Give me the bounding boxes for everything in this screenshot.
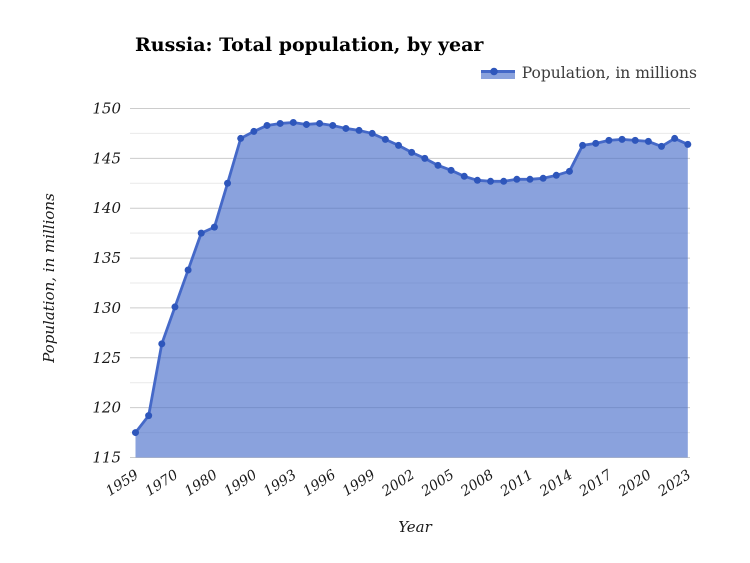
data-point-2010[interactable] (513, 175, 521, 183)
data-point-2007[interactable] (473, 176, 481, 184)
data-point-2020[interactable] (644, 137, 652, 145)
data-point-2019[interactable] (631, 136, 639, 144)
data-point-2005[interactable] (447, 166, 455, 174)
data-point-1994[interactable] (302, 120, 310, 128)
y-axis-title: Population, in millions (40, 193, 58, 363)
data-point-2001[interactable] (395, 141, 402, 149)
data-point-2012[interactable] (539, 174, 547, 182)
data-point-2023[interactable] (684, 140, 692, 148)
x-axis-title: Year (398, 518, 432, 536)
data-point-2021[interactable] (658, 142, 665, 150)
y-tick-label: 125 (92, 349, 121, 367)
data-point-1965[interactable] (158, 340, 166, 348)
x-tick-label: 1996 (300, 467, 339, 500)
data-point-2022[interactable] (671, 134, 679, 142)
data-point-2017[interactable] (605, 136, 613, 144)
data-point-1999[interactable] (368, 129, 376, 137)
legend-line-swatch (480, 70, 515, 73)
data-point-1960[interactable] (145, 412, 153, 420)
data-point-1995[interactable] (316, 119, 324, 127)
data-point-2013[interactable] (552, 171, 560, 179)
data-point-2016[interactable] (592, 139, 600, 147)
x-tick-label: 2008 (457, 467, 497, 500)
x-tick-label: 2014 (536, 467, 575, 500)
data-point-2015[interactable] (579, 141, 587, 149)
x-tick-label: 1970 (143, 467, 182, 500)
legend-label: Population, in millions (521, 64, 697, 82)
y-tick-label: 120 (92, 399, 121, 417)
data-point-2014[interactable] (565, 167, 573, 175)
data-point-1997[interactable] (342, 124, 350, 132)
area-fill (135, 122, 688, 458)
x-tick-label: 1980 (182, 467, 221, 500)
data-point-2006[interactable] (460, 172, 468, 180)
data-point-1980[interactable] (210, 223, 218, 231)
legend-area-swatch (480, 71, 515, 79)
data-point-2000[interactable] (381, 135, 389, 143)
x-tick-label: 2017 (576, 467, 616, 500)
data-point-2018[interactable] (618, 135, 626, 143)
x-tick-label: 2005 (418, 467, 458, 500)
x-tick-label: 2020 (615, 467, 655, 500)
y-tick-label: 140 (92, 199, 121, 217)
y-tick-label: 150 (92, 100, 121, 118)
data-point-1996[interactable] (329, 121, 337, 129)
x-tick-label: 1959 (103, 467, 142, 500)
data-point-2003[interactable] (421, 154, 429, 162)
data-point-2004[interactable] (434, 161, 442, 169)
data-point-1989[interactable] (237, 134, 245, 142)
y-tick-label: 130 (92, 299, 121, 317)
y-tick-label: 115 (92, 449, 121, 467)
y-tick-label: 145 (92, 149, 121, 167)
data-point-1991[interactable] (263, 121, 271, 129)
data-point-1990[interactable] (250, 127, 258, 135)
data-point-2009[interactable] (500, 177, 508, 185)
x-tick-label: 1999 (340, 467, 379, 500)
data-point-2011[interactable] (526, 175, 534, 183)
x-tick-label: 1990 (221, 467, 260, 500)
x-tick-label: 2011 (497, 467, 536, 500)
legend: Population, in millions (480, 64, 697, 82)
data-point-1970[interactable] (171, 303, 179, 311)
data-point-1979[interactable] (197, 229, 205, 237)
y-tick-label: 135 (92, 249, 121, 267)
x-tick-label: 2002 (378, 467, 418, 500)
data-point-1993[interactable] (289, 118, 297, 126)
data-point-1985[interactable] (224, 179, 232, 187)
data-point-1975[interactable] (184, 266, 192, 274)
x-tick-label: 1993 (261, 467, 300, 500)
chart-title: Russia: Total population, by year (135, 34, 484, 56)
legend-point-swatch (489, 67, 498, 76)
data-point-2008[interactable] (487, 177, 495, 185)
data-point-1998[interactable] (355, 126, 363, 134)
x-tick-label: 2023 (655, 467, 695, 500)
data-point-1992[interactable] (276, 119, 284, 127)
data-point-1959[interactable] (132, 429, 139, 437)
data-point-2002[interactable] (408, 148, 416, 156)
legend-swatch-icon (480, 67, 515, 79)
